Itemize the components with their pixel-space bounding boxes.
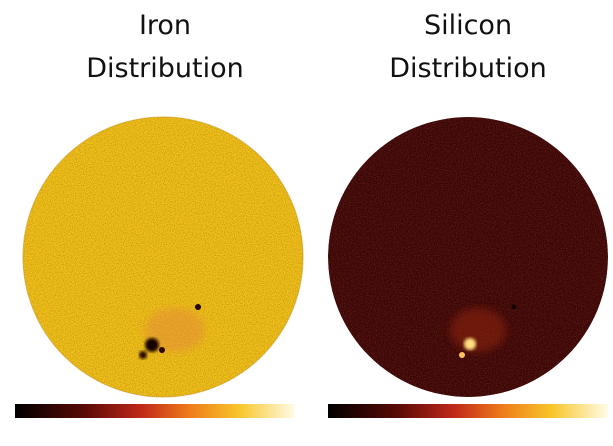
silicon-panel: Silicon Distribution [328,10,608,418]
color-bar [328,404,608,418]
panel-title: Silicon [424,10,512,41]
panel-title: Iron [139,10,191,41]
iron-panel: Iron Distribution [15,10,304,418]
silicon-map [328,117,608,397]
panel-title: Distribution [389,53,547,84]
panel-title: Distribution [86,53,244,84]
iron-map [23,117,303,397]
color-bar [15,404,295,418]
